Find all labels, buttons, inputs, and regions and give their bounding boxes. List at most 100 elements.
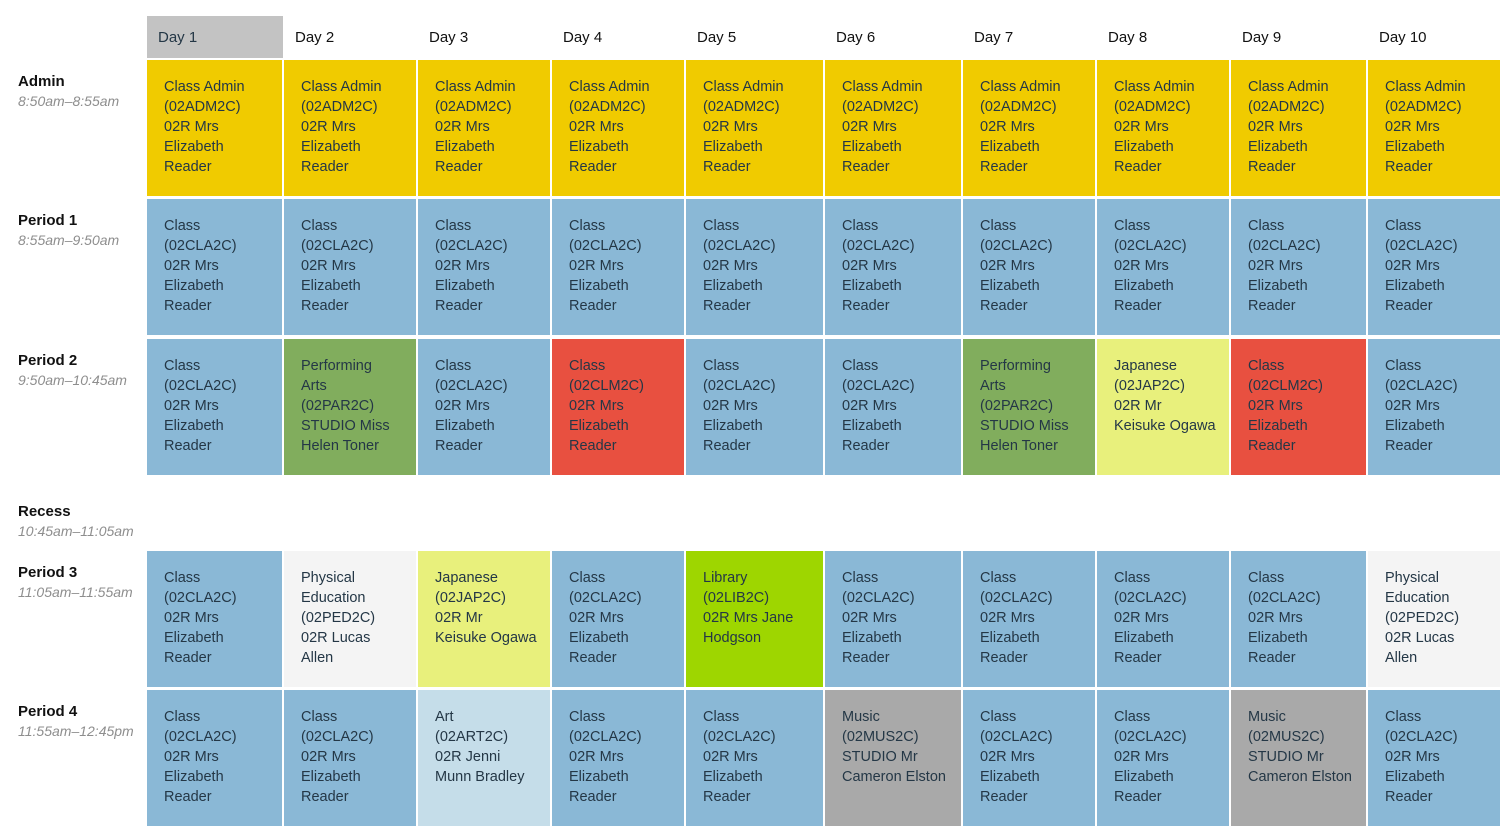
class-cell[interactable]: Class Admin (02ADM2C) 02R Mrs Elizabeth Read… — [1231, 60, 1366, 196]
class-cell-line: Elizabeth — [435, 418, 495, 434]
class-cell[interactable]: Class (02CLA2C) 02R Mrs Elizabeth Reader — [1097, 551, 1229, 687]
class-cell[interactable]: Class (02CLM2C) 02R Mrs Elizabeth Reader — [1231, 339, 1366, 475]
class-cell-line: 02R Mrs — [1385, 749, 1440, 765]
day-header-9[interactable]: Day 9 — [1242, 28, 1282, 46]
class-cell-line: Munn Bradley — [435, 769, 525, 785]
class-cell-line: (02CLM2C) — [569, 378, 644, 394]
day-header-1[interactable]: Day 1 — [147, 16, 283, 58]
class-cell[interactable]: Class (02CLA2C) 02R Mrs Elizabeth Reader — [418, 339, 550, 475]
class-cell[interactable]: Class (02CLA2C) 02R Mrs Elizabeth Reader — [147, 199, 282, 335]
class-cell[interactable]: Class (02CLA2C) 02R Mrs Elizabeth Reader — [1231, 199, 1366, 335]
class-cell-line: Elizabeth — [569, 139, 629, 155]
class-cell[interactable]: Performing Arts (02PAR2C) STUDIO Miss Helen … — [963, 339, 1095, 475]
class-cell[interactable]: Music (02MUS2C) STUDIO Mr Cameron Elston — [825, 690, 961, 826]
class-cell[interactable]: Class Admin (02ADM2C) 02R Mrs Elizabeth Read… — [284, 60, 416, 196]
class-cell-line: Class — [1114, 709, 1151, 725]
class-cell[interactable]: Class (02CLA2C) 02R Mrs Elizabeth Reader — [147, 690, 282, 826]
class-cell[interactable]: Class (02CLA2C) 02R Mrs Elizabeth Reader — [1097, 690, 1229, 826]
class-cell-line: Elizabeth — [980, 630, 1040, 646]
class-cell-line: 02R Mrs — [1385, 119, 1440, 135]
class-cell[interactable]: Music (02MUS2C) STUDIO Mr Cameron Elston — [1231, 690, 1366, 826]
class-cell-line: Elizabeth — [1248, 139, 1308, 155]
class-cell[interactable]: Class (02CLA2C) 02R Mrs Elizabeth Reader — [552, 199, 684, 335]
day-header-2[interactable]: Day 2 — [295, 28, 335, 46]
period-time: 11:55am–12:45pm — [18, 723, 134, 739]
period-label: Period 1 8:55am–9:50am — [18, 211, 119, 250]
class-cell-line: Reader — [1385, 789, 1433, 805]
class-cell[interactable]: Class (02CLA2C) 02R Mrs Elizabeth Reader — [147, 339, 282, 475]
class-cell[interactable]: Class (02CLA2C) 02R Mrs Elizabeth Reader — [825, 199, 961, 335]
day-header-7[interactable]: Day 7 — [974, 28, 1014, 46]
class-cell-line: (02MUS2C) — [1248, 729, 1325, 745]
class-cell-line: Reader — [842, 159, 890, 175]
class-cell[interactable]: Class (02CLA2C) 02R Mrs Elizabeth Reader — [963, 199, 1095, 335]
class-cell[interactable]: Class (02CLA2C) 02R Mrs Elizabeth Reader — [963, 551, 1095, 687]
class-cell[interactable]: Physical Education (02PED2C) 02R Lucas Allen — [284, 551, 416, 687]
class-cell[interactable]: Class (02CLA2C) 02R Mrs Elizabeth Reader — [418, 199, 550, 335]
class-cell-line: (02CLA2C) — [1385, 238, 1458, 254]
class-cell[interactable]: Class (02CLA2C) 02R Mrs Elizabeth Reader — [1097, 199, 1229, 335]
class-cell-line: (02ADM2C) — [1248, 99, 1325, 115]
class-cell-line: Elizabeth — [1248, 418, 1308, 434]
class-cell-line: (02CLM2C) — [1248, 378, 1323, 394]
class-cell[interactable]: Class (02CLA2C) 02R Mrs Elizabeth Reader — [1231, 551, 1366, 687]
class-cell[interactable]: Class (02CLA2C) 02R Mrs Elizabeth Reader — [825, 339, 961, 475]
class-cell-line: (02PED2C) — [301, 610, 376, 626]
class-cell-line: (02CLA2C) — [569, 590, 642, 606]
class-cell-line: Class Admin — [1248, 79, 1329, 95]
class-cell[interactable]: Class Admin (02ADM2C) 02R Mrs Elizabeth Read… — [552, 60, 684, 196]
day-header-6[interactable]: Day 6 — [836, 28, 876, 46]
class-cell-line: (02CLA2C) — [1385, 378, 1458, 394]
class-cell[interactable]: Japanese (02JAP2C) 02R Mr Keisuke Ogawa — [418, 551, 550, 687]
class-cell[interactable]: Class (02CLA2C) 02R Mrs Elizabeth Reader — [686, 199, 823, 335]
class-cell[interactable]: Class (02CLA2C) 02R Mrs Elizabeth Reader — [147, 551, 282, 687]
class-cell[interactable]: Class (02CLA2C) 02R Mrs Elizabeth Reader — [284, 690, 416, 826]
class-cell-line: (02ADM2C) — [842, 99, 919, 115]
day-header-10[interactable]: Day 10 — [1379, 28, 1427, 46]
day-header-4[interactable]: Day 4 — [563, 28, 603, 46]
class-cell[interactable]: Class Admin (02ADM2C) 02R Mrs Elizabeth Read… — [1097, 60, 1229, 196]
class-cell[interactable]: Class (02CLA2C) 02R Mrs Elizabeth Reader — [686, 690, 823, 826]
class-cell-line: 02R Mrs — [569, 258, 624, 274]
class-cell[interactable]: Class (02CLA2C) 02R Mrs Elizabeth Reader — [284, 199, 416, 335]
class-cell[interactable]: Class Admin (02ADM2C) 02R Mrs Elizabeth Read… — [963, 60, 1095, 196]
class-cell-line: Reader — [569, 159, 617, 175]
class-cell[interactable]: Class Admin (02ADM2C) 02R Mrs Elizabeth Read… — [686, 60, 823, 196]
class-cell[interactable]: Physical Education (02PED2C) 02R Lucas Allen — [1368, 551, 1500, 687]
day-header-5[interactable]: Day 5 — [697, 28, 737, 46]
day-header-3[interactable]: Day 3 — [429, 28, 469, 46]
class-cell-line: Class Admin — [842, 79, 923, 95]
class-cell[interactable]: Class Admin (02ADM2C) 02R Mrs Elizabeth Read… — [418, 60, 550, 196]
class-cell[interactable]: Class Admin (02ADM2C) 02R Mrs Elizabeth Read… — [825, 60, 961, 196]
class-cell[interactable]: Library (02LIB2C) 02R Mrs Jane Hodgson — [686, 551, 823, 687]
class-cell-line: Reader — [842, 650, 890, 666]
class-cell[interactable]: Class (02CLA2C) 02R Mrs Elizabeth Reader — [1368, 199, 1500, 335]
class-cell[interactable]: Class (02CLA2C) 02R Mrs Elizabeth Reader — [1368, 690, 1500, 826]
class-cell-line: (02CLA2C) — [980, 729, 1053, 745]
class-cell-line: 02R Mrs — [301, 749, 356, 765]
class-cell[interactable]: Art (02ART2C) 02R Jenni Munn Bradley — [418, 690, 550, 826]
class-cell-line: Reader — [1114, 298, 1162, 314]
class-cell[interactable]: Class (02CLA2C) 02R Mrs Elizabeth Reader — [963, 690, 1095, 826]
class-cell[interactable]: Class (02CLM2C) 02R Mrs Elizabeth Reader — [552, 339, 684, 475]
class-cell[interactable]: Class (02CLA2C) 02R Mrs Elizabeth Reader — [1368, 339, 1500, 475]
day-header-8[interactable]: Day 8 — [1108, 28, 1148, 46]
class-cell[interactable]: Class (02CLA2C) 02R Mrs Elizabeth Reader — [552, 551, 684, 687]
class-cell-line: (02CLA2C) — [569, 238, 642, 254]
class-cell-line: (02LIB2C) — [703, 590, 770, 606]
class-cell[interactable]: Class Admin (02ADM2C) 02R Mrs Elizabeth Read… — [1368, 60, 1500, 196]
class-cell-line: 02R Mrs — [1385, 398, 1440, 414]
class-cell[interactable]: Class Admin (02ADM2C) 02R Mrs Elizabeth Read… — [147, 60, 282, 196]
class-cell-line: Reader — [301, 159, 349, 175]
class-cell-line: Class Admin — [569, 79, 650, 95]
class-cell[interactable]: Class (02CLA2C) 02R Mrs Elizabeth Reader — [825, 551, 961, 687]
class-cell-line: 02R Mrs — [1248, 398, 1303, 414]
class-cell[interactable]: Performing Arts (02PAR2C) STUDIO Miss Helen … — [284, 339, 416, 475]
period-name: Period 2 — [18, 352, 78, 369]
class-cell-line: (02PAR2C) — [301, 398, 375, 414]
class-cell-line: (02CLA2C) — [435, 238, 508, 254]
class-cell[interactable]: Class (02CLA2C) 02R Mrs Elizabeth Reader — [686, 339, 823, 475]
class-cell[interactable]: Japanese (02JAP2C) 02R Mr Keisuke Ogawa — [1097, 339, 1229, 475]
class-cell[interactable]: Class (02CLA2C) 02R Mrs Elizabeth Reader — [552, 690, 684, 826]
